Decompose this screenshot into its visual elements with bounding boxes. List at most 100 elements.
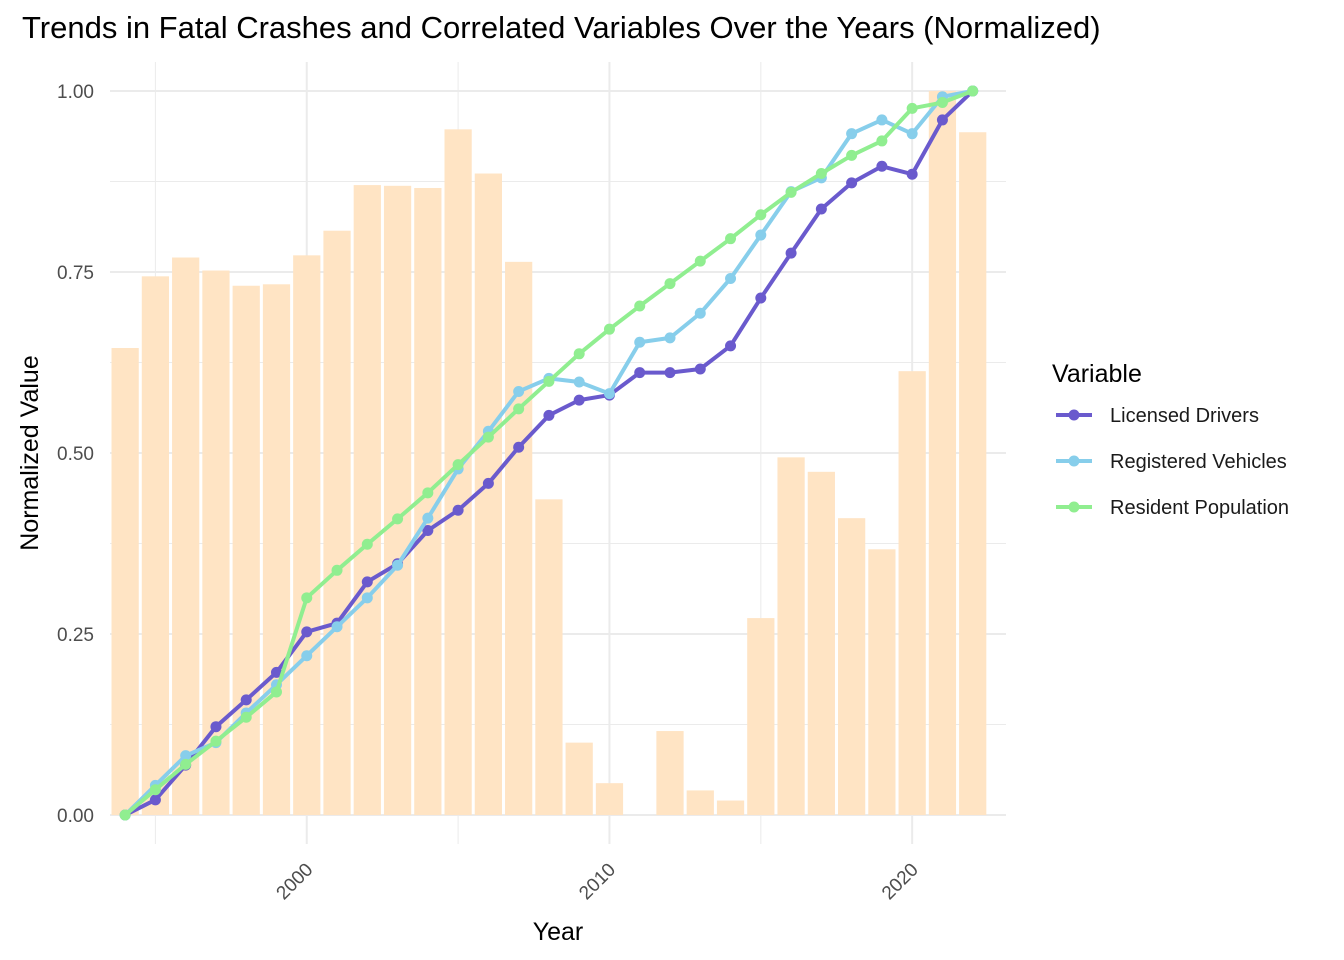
point-2002 [361, 576, 373, 588]
bar-2000 [293, 255, 321, 816]
point-2000 [301, 592, 313, 604]
bar-2006 [474, 173, 502, 816]
point-2006 [482, 431, 494, 443]
point-1996 [180, 758, 192, 770]
legend-key [1056, 501, 1092, 513]
legend-title: Variable [1052, 360, 1142, 388]
point-2012 [664, 332, 676, 344]
legend-item-resident-population: Resident Population [1052, 495, 1289, 541]
series-resident-population [119, 85, 979, 821]
bar-2008 [535, 499, 563, 816]
point-2009 [573, 376, 585, 388]
point-2008 [543, 409, 555, 421]
point-2013 [694, 307, 706, 319]
x-tick-label: 2000 [273, 859, 318, 904]
legend-key [1056, 455, 1092, 467]
point-2015 [755, 292, 767, 304]
point-2001 [331, 564, 343, 576]
point-1999 [270, 686, 282, 698]
y-tick-label: 0.75 [57, 263, 94, 284]
point-2005 [452, 459, 464, 471]
bar-2020 [898, 371, 926, 816]
point-1998 [240, 711, 252, 723]
bar-2007 [505, 261, 533, 816]
point-2012 [664, 367, 676, 379]
point-2018 [846, 177, 858, 189]
point-2000 [301, 626, 313, 638]
bar-1996 [172, 257, 200, 816]
point-2004 [422, 512, 434, 524]
point-2002 [361, 592, 373, 604]
point-2012 [664, 278, 676, 290]
point-2019 [876, 160, 888, 172]
point-2021 [936, 114, 948, 126]
point-2014 [725, 340, 737, 352]
legend: Variable Licensed Drivers Registered Veh… [1052, 360, 1289, 541]
point-2011 [634, 300, 646, 312]
point-1998 [240, 694, 252, 706]
point-2014 [725, 233, 737, 245]
line-series [119, 85, 979, 821]
legend-label: Licensed Drivers [1110, 405, 1259, 427]
point-2006 [482, 477, 494, 489]
point-2010 [603, 323, 615, 335]
legend-label: Registered Vehicles [1110, 451, 1287, 473]
legend-key [1056, 409, 1092, 421]
point-2001 [331, 621, 343, 633]
bar-2019 [868, 549, 896, 816]
bar-2002 [353, 185, 381, 816]
bar-2015 [747, 618, 775, 816]
point-2022 [967, 85, 979, 97]
point-2017 [815, 168, 827, 180]
point-2016 [785, 247, 797, 259]
x-axis-label: Year [533, 918, 584, 946]
point-1994 [119, 809, 131, 821]
point-2020 [906, 102, 918, 114]
point-2004 [422, 524, 434, 536]
point-1997 [210, 735, 222, 747]
y-tick-label: 0.50 [57, 444, 94, 465]
bar-2016 [777, 457, 805, 816]
bar-2012 [656, 731, 684, 816]
point-2021 [936, 97, 948, 109]
point-2003 [392, 513, 404, 525]
x-tick-label: 2010 [575, 859, 620, 904]
bar-2022 [959, 132, 987, 816]
bar-2013 [686, 790, 714, 816]
bar-2018 [838, 518, 866, 816]
bar-1994 [111, 348, 139, 816]
point-2018 [846, 149, 858, 161]
legend-item-registered-vehicles: Registered Vehicles [1052, 449, 1287, 495]
bar-2017 [807, 471, 835, 816]
legend-item-licensed-drivers: Licensed Drivers [1052, 403, 1259, 449]
point-2007 [513, 403, 525, 415]
point-2004 [422, 487, 434, 499]
point-2003 [392, 559, 404, 571]
bar-1999 [262, 284, 291, 816]
point-1997 [210, 721, 222, 733]
point-2017 [815, 203, 827, 215]
chart-title: Trends in Fatal Crashes and Correlated V… [22, 10, 1101, 45]
point-2007 [513, 441, 525, 453]
point-1995 [149, 794, 161, 806]
point-2009 [573, 394, 585, 406]
point-2007 [513, 385, 525, 397]
bar-2009 [565, 742, 593, 816]
point-2010 [603, 388, 615, 400]
point-2018 [846, 128, 858, 140]
point-2019 [876, 135, 888, 147]
point-1996 [180, 750, 192, 762]
point-2011 [634, 367, 646, 379]
bar-2010 [595, 783, 624, 816]
point-2008 [543, 375, 555, 387]
point-2016 [785, 186, 797, 198]
legend-label: Resident Population [1110, 497, 1290, 519]
point-2009 [573, 348, 585, 360]
bar-2001 [323, 230, 351, 816]
bar-2003 [383, 185, 412, 816]
point-2013 [694, 255, 706, 267]
y-tick-label: 0.00 [57, 806, 94, 827]
point-2013 [694, 363, 706, 375]
